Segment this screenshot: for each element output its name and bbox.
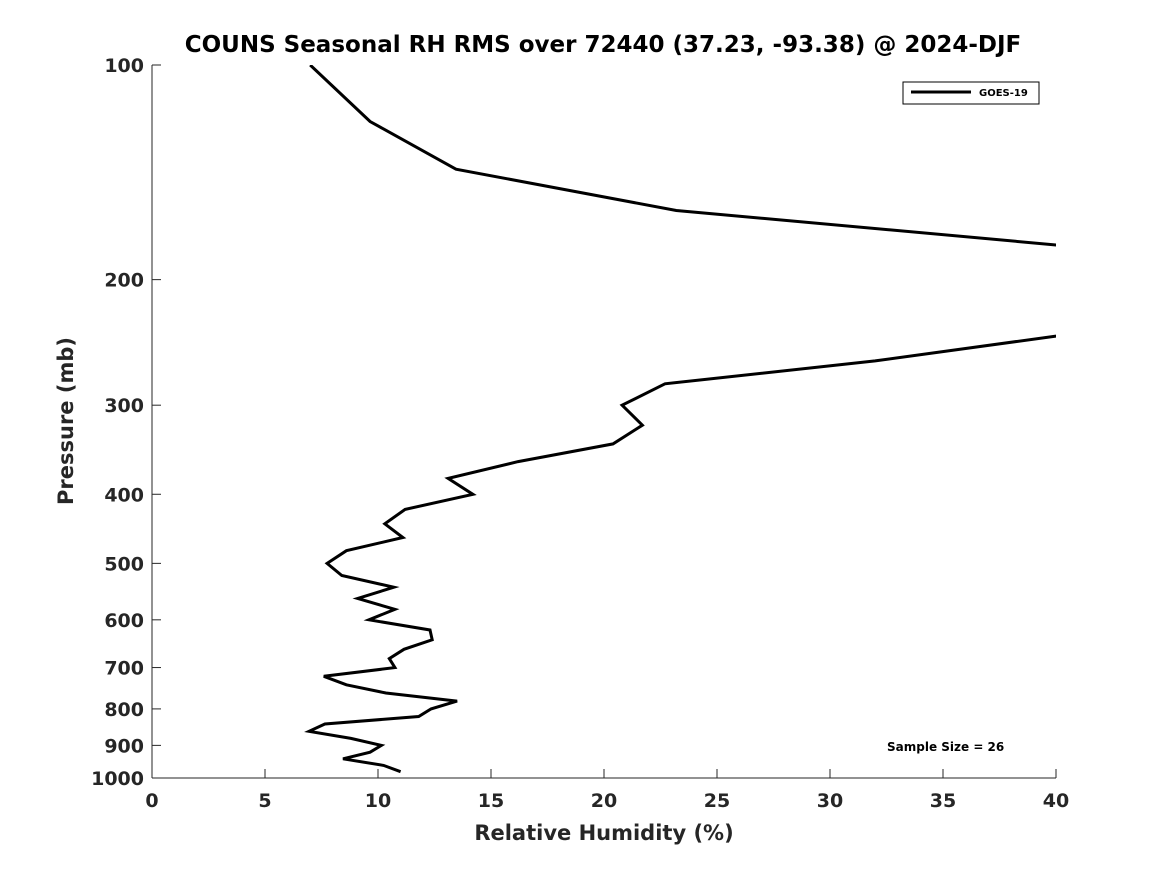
series-line-goes-19	[304, 65, 1056, 774]
y-tick-label: 100	[104, 55, 144, 77]
y-tick-label: 200	[104, 270, 144, 292]
x-tick-label: 25	[704, 790, 730, 812]
y-tick-label: 800	[104, 699, 144, 721]
legend: GOES-19	[902, 81, 1040, 105]
y-tick-label: 600	[104, 610, 144, 632]
x-tick-label: 10	[365, 790, 391, 812]
x-tick-label: 35	[930, 790, 956, 812]
chart-title: COUNS Seasonal RH RMS over 72440 (37.23,…	[185, 32, 1022, 58]
y-tick-label: 500	[104, 553, 144, 575]
y-tick-label: 300	[104, 395, 144, 417]
legend-label-goes-19: GOES-19	[979, 88, 1028, 99]
x-tick-label: 5	[258, 790, 271, 812]
x-tick-label: 0	[145, 790, 158, 812]
y-tick-label: 400	[104, 484, 144, 506]
x-axis-label: Relative Humidity (%)	[474, 821, 733, 845]
x-tick-label: 15	[478, 790, 504, 812]
plot-area	[304, 65, 1056, 774]
y-tick-label: 700	[104, 658, 144, 680]
x-tick-label: 20	[591, 790, 617, 812]
x-tick-label: 40	[1043, 790, 1069, 812]
x-tick-label: 30	[817, 790, 843, 812]
sample-size-annotation: Sample Size = 26	[887, 740, 1004, 754]
y-axis-label: Pressure (mb)	[54, 337, 78, 505]
y-tick-label: 1000	[91, 768, 144, 790]
axes: 0 5 10 15 20 25 30 35 40 100 200 300 400 500 600 700 800…	[91, 55, 1069, 812]
y-tick-label: 900	[104, 735, 144, 757]
